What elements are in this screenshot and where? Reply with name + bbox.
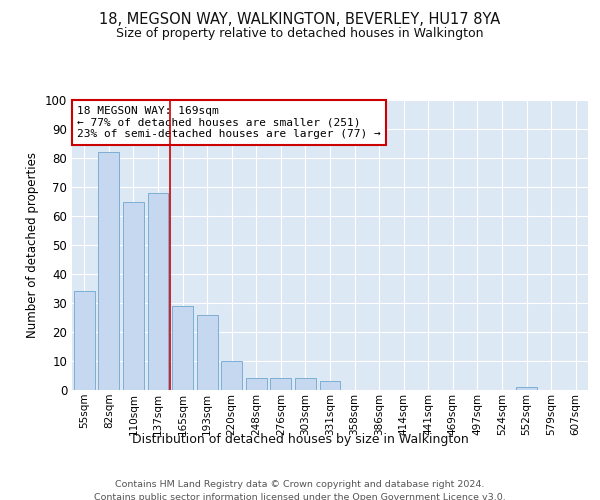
Bar: [320, 382, 340, 390]
Bar: [271, 378, 292, 390]
Bar: [98, 152, 119, 390]
Bar: [148, 193, 169, 390]
Text: Distribution of detached houses by size in Walkington: Distribution of detached houses by size …: [131, 432, 469, 446]
Bar: [74, 292, 95, 390]
Bar: [295, 378, 316, 390]
Bar: [123, 202, 144, 390]
Bar: [221, 361, 242, 390]
Y-axis label: Number of detached properties: Number of detached properties: [26, 152, 40, 338]
Bar: [516, 387, 537, 390]
Text: Contains HM Land Registry data © Crown copyright and database right 2024.: Contains HM Land Registry data © Crown c…: [115, 480, 485, 489]
Bar: [172, 306, 193, 390]
Text: 18, MEGSON WAY, WALKINGTON, BEVERLEY, HU17 8YA: 18, MEGSON WAY, WALKINGTON, BEVERLEY, HU…: [100, 12, 500, 28]
Bar: [197, 314, 218, 390]
Text: 18 MEGSON WAY: 169sqm
← 77% of detached houses are smaller (251)
23% of semi-det: 18 MEGSON WAY: 169sqm ← 77% of detached …: [77, 106, 381, 139]
Bar: [246, 378, 267, 390]
Text: Size of property relative to detached houses in Walkington: Size of property relative to detached ho…: [116, 28, 484, 40]
Text: Contains public sector information licensed under the Open Government Licence v3: Contains public sector information licen…: [94, 492, 506, 500]
